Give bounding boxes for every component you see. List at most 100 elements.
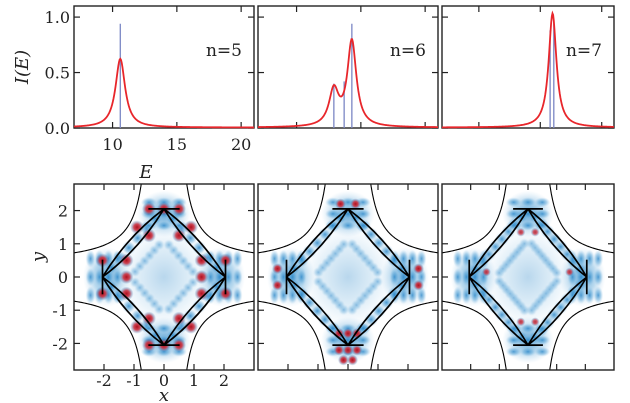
density-blob	[287, 249, 298, 268]
bottom-x-axis-label: x	[159, 385, 169, 403]
density-maximum	[194, 270, 209, 284]
x-tick-label: -1	[126, 371, 142, 390]
density-blob	[153, 239, 165, 251]
density-maximum	[119, 253, 134, 268]
x-tick-label: -2	[96, 371, 112, 390]
panel-label: n=5	[206, 41, 242, 61]
x-tick-label: 15	[167, 135, 187, 154]
density-maximum	[184, 220, 198, 235]
density-blob	[398, 286, 409, 305]
density-blob	[505, 220, 522, 231]
density-blob	[505, 335, 522, 346]
potential-boundary	[186, 300, 254, 370]
density-maximum	[194, 253, 209, 268]
density-blob	[452, 268, 463, 286]
panel-label: n=6	[390, 41, 426, 61]
density-blob	[85, 286, 96, 305]
density-maximum	[130, 220, 144, 235]
density-blob	[300, 223, 396, 331]
spectrum-frame	[441, 5, 615, 129]
potential-boundary	[442, 184, 507, 254]
density-blob	[505, 208, 522, 219]
density-maximum	[184, 319, 198, 334]
potential-boundary	[186, 184, 254, 254]
density-blob	[505, 323, 522, 334]
density-blob	[214, 268, 225, 286]
density-maximum	[516, 317, 526, 327]
density-blob	[534, 220, 551, 231]
potential-boundary	[370, 300, 438, 370]
spectrum-panel-3: n=7	[441, 5, 615, 129]
x-tick-label: 20	[231, 135, 251, 154]
density-blob	[469, 268, 480, 286]
density-maximum	[142, 311, 156, 326]
density-maximum	[481, 267, 491, 277]
density-maximum	[413, 263, 424, 275]
density-blob	[469, 249, 480, 268]
density-blob	[85, 249, 96, 268]
density-blob	[398, 268, 409, 286]
density-blob	[534, 197, 551, 208]
top-y-axis-label: I(E)	[12, 50, 33, 85]
density-blob	[85, 268, 96, 286]
density-blob	[520, 220, 536, 231]
top-x-axis-label: E	[138, 162, 152, 183]
density-blob	[372, 266, 384, 278]
bottom-y-axis-label: y	[28, 251, 49, 263]
density-blob	[156, 323, 172, 334]
density-blob	[520, 197, 536, 208]
density-blob	[171, 323, 187, 334]
density-maximum	[347, 354, 358, 366]
density-blob	[534, 323, 551, 334]
density-blob	[505, 197, 522, 208]
density-blob	[520, 323, 536, 334]
wavefunction-panel-3	[441, 183, 615, 371]
spectrum-curve	[257, 38, 438, 129]
wavefunction-panel-2	[257, 183, 439, 371]
density-blob	[493, 275, 505, 287]
density-blob	[398, 249, 409, 268]
density-blob	[296, 268, 307, 286]
y-tick-label: 1	[58, 235, 68, 254]
density-blob	[452, 249, 463, 268]
density-maximum	[142, 228, 156, 243]
density-blob	[141, 323, 157, 334]
density-blob	[355, 208, 371, 219]
density-blob	[232, 249, 243, 268]
density-blob	[163, 303, 175, 315]
density-blob	[346, 304, 358, 316]
potential-boundary	[258, 300, 326, 370]
potential-boundary	[442, 300, 507, 370]
y-tick-label: -2	[52, 334, 68, 353]
panel-label: n=7	[566, 41, 602, 61]
density-blob	[103, 268, 114, 286]
density-blob	[325, 220, 341, 231]
y-tick-label: 0	[58, 268, 68, 287]
density-blob	[340, 220, 356, 231]
density-blob	[593, 286, 604, 305]
potential-boundary	[258, 184, 326, 254]
density-blob	[482, 223, 574, 331]
density-blob	[112, 268, 123, 286]
density-maximum	[565, 267, 575, 277]
density-blob	[551, 267, 563, 279]
density-blob	[593, 249, 604, 268]
density-maximum	[335, 198, 346, 210]
spectrum-frame	[73, 5, 255, 129]
density-maximum	[172, 311, 186, 326]
density-maximum	[333, 344, 345, 356]
potential-boundary	[549, 300, 614, 370]
density-blob	[141, 220, 157, 231]
spectrum-panel-1: 10 15 20 0.0 0.5 1.0 n=5	[45, 5, 255, 154]
density-blob	[312, 276, 324, 288]
axis-labels: E I(E) x y	[12, 50, 169, 403]
density-blob	[389, 268, 400, 286]
spectrum-panel-2: n=6	[257, 5, 439, 129]
density-blob	[505, 346, 522, 357]
density-map	[442, 184, 614, 370]
density-maximum	[130, 319, 144, 334]
density-maximum	[272, 279, 283, 291]
x-tick-label: 2	[219, 371, 229, 390]
density-maximum	[342, 344, 354, 356]
